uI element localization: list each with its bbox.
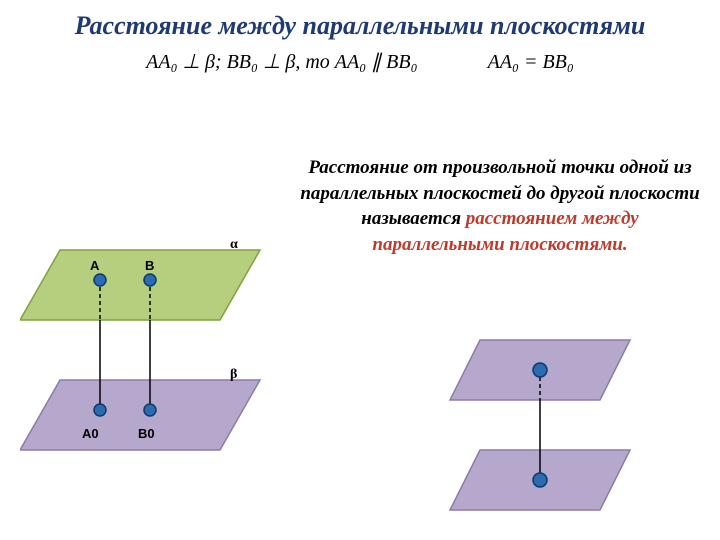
label-alpha: α [230,237,238,252]
label-a0: A0 [82,426,99,441]
page-title: Расстояние между параллельными плоскостя… [0,0,720,41]
point-top-r [533,363,547,377]
formula-row: AA₀ ⊥ β; BB₀ ⊥ β, то AA₀ ∥ BB₀ AA₀ = BB₀ [0,49,720,74]
formula-right: AA₀ = BB₀ [488,51,574,74]
point-b0 [144,404,156,416]
point-bottom-r [533,473,547,487]
point-b [144,274,156,286]
diagram-right [440,300,660,520]
formula-left: AA₀ ⊥ β; BB₀ ⊥ β, то AA₀ ∥ BB₀ [146,49,417,74]
label-b: B [145,258,154,273]
diagram-left: α β A B A0 B0 [20,180,300,480]
point-a [94,274,106,286]
point-a0 [94,404,106,416]
label-beta: β [230,367,237,382]
label-a: A [90,258,100,273]
definition-block: Расстояние от произвольной точки одной и… [300,155,700,258]
plane-alpha [20,250,260,320]
label-b0: B0 [138,426,155,441]
